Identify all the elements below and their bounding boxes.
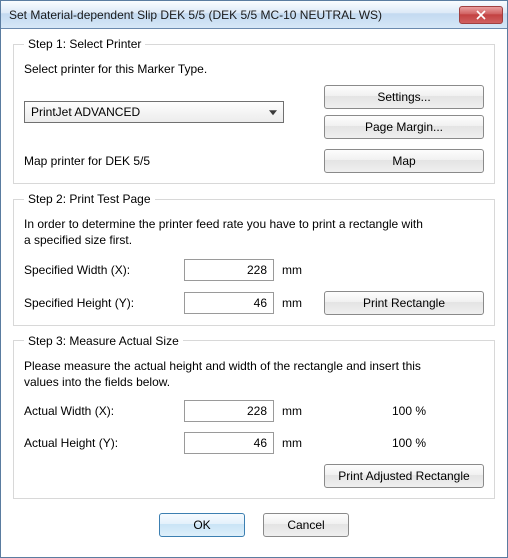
unit-label: mm	[274, 404, 306, 418]
window-title: Set Material-dependent Slip DEK 5/5 (DEK…	[9, 8, 459, 22]
printer-selected-value: PrintJet ADVANCED	[31, 105, 140, 119]
step3-legend: Step 3: Measure Actual Size	[24, 334, 183, 348]
printer-select[interactable]: PrintJet ADVANCED	[24, 101, 284, 123]
spec-height-input[interactable]	[184, 292, 274, 314]
step3-instruction: Please measure the actual height and wid…	[24, 358, 484, 390]
close-button[interactable]	[459, 6, 503, 24]
step2-instruction: In order to determine the printer feed r…	[24, 216, 484, 248]
titlebar: Set Material-dependent Slip DEK 5/5 (DEK…	[1, 1, 507, 29]
close-icon	[476, 10, 486, 20]
spec-height-label: Specified Height (Y):	[24, 296, 184, 310]
spec-width-label: Specified Width (X):	[24, 263, 184, 277]
dialog-window: Set Material-dependent Slip DEK 5/5 (DEK…	[0, 0, 508, 558]
actual-width-label: Actual Width (X):	[24, 404, 184, 418]
step1-instruction: Select printer for this Marker Type.	[24, 61, 484, 77]
dialog-footer: OK Cancel	[13, 507, 495, 541]
print-rectangle-button[interactable]: Print Rectangle	[324, 291, 484, 315]
actual-width-pct: 100 %	[366, 404, 426, 418]
step1-group: Step 1: Select Printer Select printer fo…	[13, 37, 495, 184]
unit-label: mm	[274, 436, 306, 450]
unit-label: mm	[274, 263, 306, 277]
page-margin-button[interactable]: Page Margin...	[324, 115, 484, 139]
unit-label: mm	[274, 296, 306, 310]
actual-height-input[interactable]	[184, 432, 274, 454]
step2-group: Step 2: Print Test Page In order to dete…	[13, 192, 495, 325]
map-printer-label: Map printer for DEK 5/5	[24, 154, 324, 168]
cancel-button[interactable]: Cancel	[263, 513, 349, 537]
actual-height-label: Actual Height (Y):	[24, 436, 184, 450]
step3-group: Step 3: Measure Actual Size Please measu…	[13, 334, 495, 499]
dialog-content: Step 1: Select Printer Select printer fo…	[1, 29, 507, 557]
map-button[interactable]: Map	[324, 149, 484, 173]
print-adjusted-button[interactable]: Print Adjusted Rectangle	[324, 464, 484, 488]
step2-legend: Step 2: Print Test Page	[24, 192, 155, 206]
actual-height-pct: 100 %	[366, 436, 426, 450]
step1-legend: Step 1: Select Printer	[24, 37, 145, 51]
chevron-down-icon	[269, 110, 277, 115]
actual-width-input[interactable]	[184, 400, 274, 422]
settings-button[interactable]: Settings...	[324, 85, 484, 109]
ok-button[interactable]: OK	[159, 513, 245, 537]
spec-width-input[interactable]	[184, 259, 274, 281]
